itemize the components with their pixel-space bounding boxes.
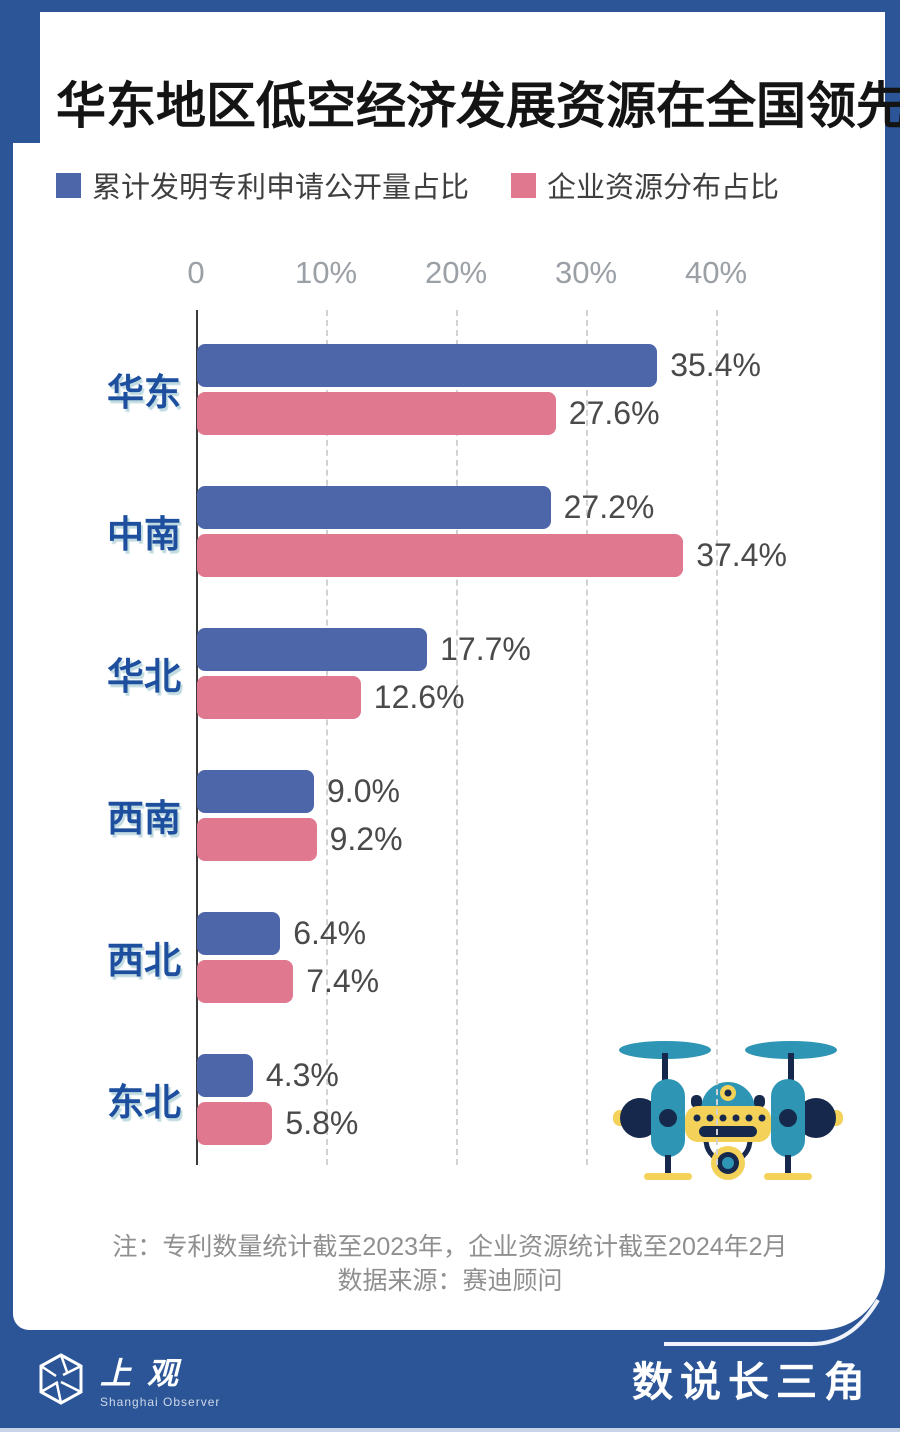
- bar-pair: 9.0% 9.2%: [197, 769, 885, 861]
- publisher-logo: 上观 Shanghai Observer: [36, 1348, 220, 1409]
- bar: [197, 1101, 273, 1145]
- bar-value-label: 27.2%: [563, 488, 655, 525]
- bar-value-label: 17.7%: [440, 630, 531, 667]
- bar-line: 6.4%: [197, 911, 885, 955]
- footnote-line2: 数据来源：赛迪顾问: [337, 1267, 563, 1295]
- x-axis-tick: 0: [187, 255, 205, 290]
- bar-pair: 17.7% 12.6%: [197, 627, 885, 719]
- x-axis-tick: 30%: [554, 255, 618, 290]
- bar: [197, 627, 428, 671]
- legend-item-patents: 累计发明专利申请公开量占比: [56, 164, 469, 206]
- legend-swatch-pink-icon: [511, 172, 537, 198]
- category-label: 华东: [107, 372, 181, 413]
- bar-value-label: 7.4%: [306, 962, 380, 999]
- bar: [197, 533, 684, 577]
- aperture-hexagon-icon: [39, 1352, 83, 1405]
- footer-band: 上观 Shanghai Observer 数说长三角: [0, 1298, 900, 1428]
- bar: [197, 959, 294, 1003]
- bar: [197, 817, 317, 861]
- bar-pair: 6.4% 7.4%: [197, 911, 885, 1003]
- bar-line: 37.4%: [197, 533, 885, 577]
- bar-line: 12.6%: [197, 675, 885, 719]
- bar: [197, 343, 658, 387]
- bar: [197, 485, 551, 529]
- bar: [197, 769, 314, 813]
- table-row: 华东 35.4% 27.6%: [13, 318, 885, 460]
- category-label: 西南: [107, 798, 181, 839]
- x-axis-tick: 20%: [424, 255, 488, 290]
- gridline: [456, 310, 458, 1165]
- chart: 0 10% 20% 30% 40% 华东 35.4% 27.6% 中南 27.2% 37.4% 华北 1…: [13, 255, 885, 1180]
- bar-line: 9.0%: [197, 769, 885, 813]
- bar-line: 9.2%: [197, 817, 885, 861]
- bar-pair: 35.4% 27.6%: [197, 343, 885, 435]
- gridline: [586, 310, 588, 1165]
- bottom-accent-strip: [0, 1428, 900, 1432]
- bar-line: 35.4%: [197, 343, 885, 387]
- bar-line: 17.7%: [197, 627, 885, 671]
- bar-value-label: 35.4%: [670, 346, 761, 383]
- table-row: 中南 27.2% 37.4%: [13, 460, 885, 602]
- title-accent-bar: [0, 12, 40, 143]
- category-label: 东北: [107, 1082, 181, 1123]
- footnotes: 注：专利数量统计截至2023年，企业资源统计截至2024年2月 数据来源：赛迪顾…: [0, 1230, 900, 1298]
- gridline: [326, 310, 328, 1165]
- legend-item-enterprises: 企业资源分布占比: [511, 164, 779, 206]
- page-title: 华东地区低空经济发展资源在全国领先: [56, 78, 900, 134]
- swoosh-decoration-icon: [664, 1298, 880, 1346]
- bar-value-label: 12.6%: [373, 678, 465, 715]
- bar-value-label: 4.3%: [265, 1056, 339, 1093]
- x-axis-tick: 40%: [684, 255, 748, 290]
- legend-label: 企业资源分布占比: [547, 172, 780, 204]
- logo-text-cn: 上观: [100, 1356, 194, 1391]
- x-axis-tick: 10%: [294, 255, 358, 290]
- gridline: [716, 310, 718, 1165]
- footnote-line1: 注：专利数量统计截至2023年，企业资源统计截至2024年2月: [112, 1233, 788, 1261]
- drone-illustration-icon: [613, 1041, 843, 1180]
- bar-rows: 华东 35.4% 27.6% 中南 27.2% 37.4% 华北 17.7% 12.6% 西南 9.…: [13, 318, 885, 1170]
- category-label: 西北: [107, 940, 181, 981]
- bar: [197, 391, 556, 435]
- legend-label: 累计发明专利申请公开量占比: [92, 172, 470, 204]
- y-axis-line: [196, 310, 198, 1165]
- series-title: 数说长三角: [632, 1359, 872, 1405]
- bar-line: 4.3%: [197, 1053, 885, 1097]
- bar: [197, 675, 361, 719]
- bar-value-label: 5.8%: [285, 1104, 359, 1141]
- category-label: 中南: [107, 514, 181, 555]
- bar-value-label: 9.0%: [327, 772, 400, 809]
- bar-value-label: 27.6%: [568, 394, 660, 431]
- bar-line: 27.2%: [197, 485, 885, 529]
- bar-line: 7.4%: [197, 959, 885, 1003]
- bar-line: 5.8%: [197, 1101, 885, 1145]
- legend-swatch-blue-icon: [56, 172, 81, 198]
- table-row: 西南 9.0% 9.2%: [13, 744, 885, 886]
- table-row: 华北 17.7% 12.6%: [13, 602, 885, 744]
- bar-pair: 4.3% 5.8%: [197, 1053, 885, 1145]
- bar: [197, 911, 281, 955]
- logo-text-en: Shanghai Observer: [100, 1395, 221, 1409]
- bar-pair: 27.2% 37.4%: [197, 485, 885, 577]
- bar: [197, 1053, 253, 1097]
- bar-line: 27.6%: [197, 391, 885, 435]
- table-row: 东北 4.3% 5.8%: [13, 1028, 885, 1170]
- chart-legend: 累计发明专利申请公开量占比 企业资源分布占比: [56, 164, 779, 206]
- bar-value-label: 9.2%: [329, 820, 403, 857]
- table-row: 西北 6.4% 7.4%: [13, 886, 885, 1028]
- bar-value-label: 37.4%: [696, 536, 787, 573]
- category-label: 华北: [107, 656, 181, 697]
- bar-value-label: 6.4%: [293, 914, 367, 951]
